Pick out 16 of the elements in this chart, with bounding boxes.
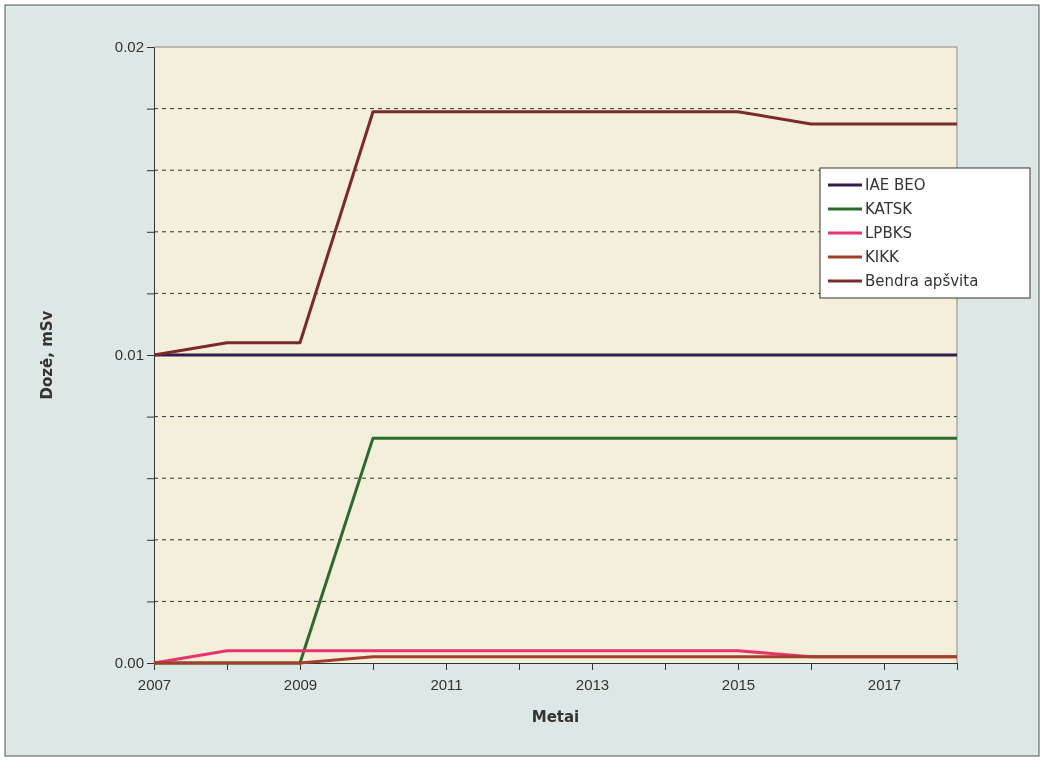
legend-label: Bendra apšvita	[865, 272, 979, 290]
y-tick-label: 0.02	[114, 38, 144, 56]
x-axis-title: Metai	[531, 708, 580, 726]
legend-label: LPBKS	[865, 224, 913, 242]
x-tick-label: 2007	[137, 675, 172, 693]
x-tick-label: 2009	[283, 675, 318, 693]
x-tick-label: 2011	[430, 675, 463, 693]
y-axis-title: Dozė, mSv	[38, 310, 56, 400]
x-tick-label: 2013	[575, 675, 610, 693]
legend-label: KIKK	[865, 248, 901, 266]
y-tick-label: 0.00	[114, 654, 144, 672]
legend-label: KATSK	[865, 200, 914, 218]
y-tick-label: 0.01	[114, 346, 144, 364]
legend-label: IAE BEO	[865, 176, 926, 194]
x-tick-label: 2015	[721, 675, 756, 693]
x-tick-label: 2017	[867, 675, 902, 693]
